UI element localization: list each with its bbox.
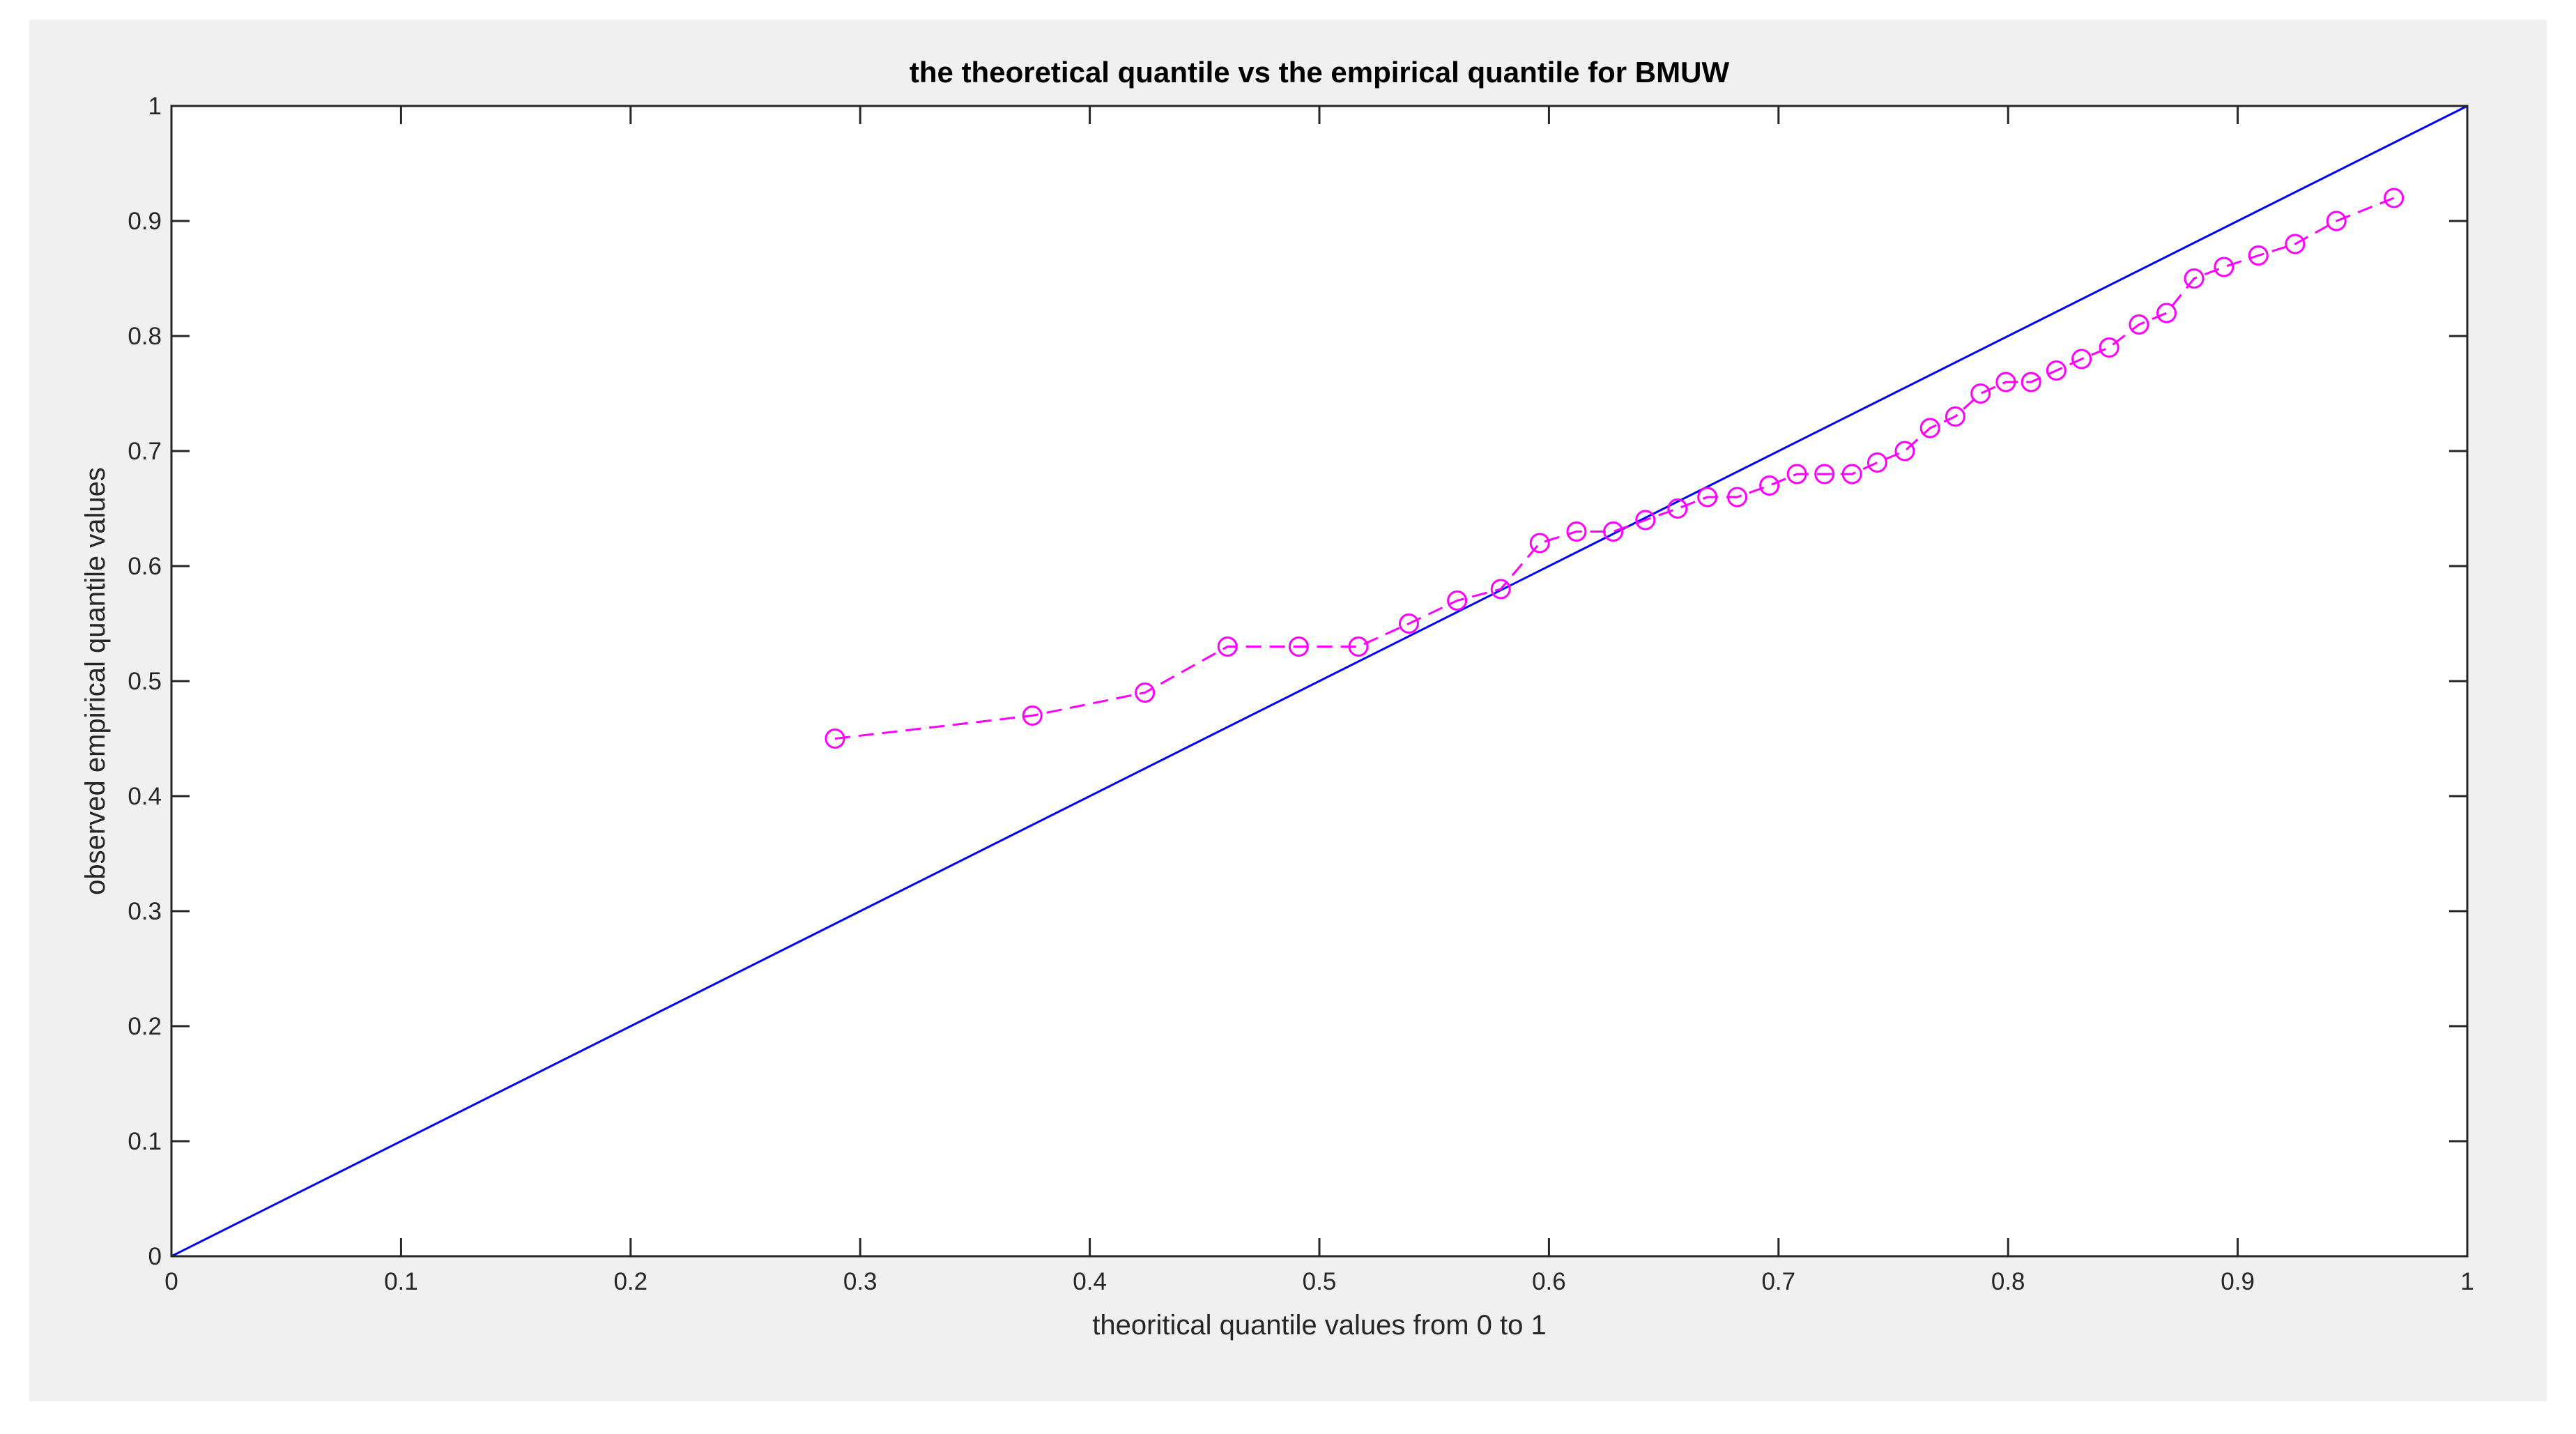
y-tick-label: 0.6 xyxy=(128,553,162,580)
quantile-point xyxy=(825,729,845,749)
x-tick-label: 1 xyxy=(2460,1268,2474,1295)
quantile-point xyxy=(1759,475,1780,496)
reference-line xyxy=(171,105,2468,1258)
quantile-point xyxy=(2184,268,2205,289)
quantile-point xyxy=(1348,636,1369,657)
quantile-point xyxy=(1697,487,1718,508)
ticks-layer: 0 0.1 0.2 0.3 0.4 0.5 0.6 0.7 0.8 0.9 1 0 0.1 0.2 0.3 0… xyxy=(128,93,2474,1295)
quantile-point xyxy=(1866,452,1887,473)
y-tick-label: 0.2 xyxy=(128,1013,162,1040)
quantile-point xyxy=(1945,406,1965,427)
quantile-point xyxy=(1814,464,1835,485)
x-tick-label: 0.9 xyxy=(2221,1268,2255,1295)
quantile-point xyxy=(1995,372,2016,392)
quantile-point xyxy=(1566,521,1587,542)
quantile-point xyxy=(1217,636,1238,657)
y-axis-label: observed empirical quantile values xyxy=(80,467,111,895)
quantile-point xyxy=(1288,636,1309,657)
quantile-point xyxy=(1022,705,1043,726)
quantile-point xyxy=(2214,257,2234,277)
y-tick-label: 1 xyxy=(148,93,162,120)
y-tick-label: 0.5 xyxy=(128,668,162,695)
quantile-point xyxy=(1135,682,1156,703)
y-tick-label: 0.3 xyxy=(128,898,162,925)
quantile-point xyxy=(2384,188,2405,208)
x-tick-label: 0.7 xyxy=(1761,1268,1795,1295)
x-tick-label: 0.2 xyxy=(613,1268,647,1295)
quantile-point xyxy=(2021,372,2041,392)
quantile-point xyxy=(1894,441,1915,462)
quantile-point xyxy=(1667,498,1688,519)
quantile-point xyxy=(2156,303,2177,323)
quantile-point xyxy=(2099,337,2119,358)
y-tick-label: 0.7 xyxy=(128,438,162,465)
y-tick-label: 0.9 xyxy=(128,208,162,235)
quantile-point xyxy=(1919,418,1940,438)
x-tick-label: 0.5 xyxy=(1303,1268,1337,1295)
x-tick-label: 0.4 xyxy=(1073,1268,1107,1295)
quantile-point xyxy=(1970,383,1991,404)
quantile-point xyxy=(1490,579,1511,600)
x-tick-label: 0.1 xyxy=(384,1268,418,1295)
quantile-point xyxy=(2326,211,2347,231)
x-axis-label: theoritical quantile values from 0 to 1 xyxy=(1092,1310,1546,1341)
quantile-point xyxy=(1841,464,1862,485)
axes-box xyxy=(170,105,2469,1258)
quantile-point xyxy=(1603,521,1624,542)
y-tick-label: 0 xyxy=(148,1243,162,1270)
quantile-point xyxy=(1635,510,1656,531)
y-tick-label: 0.4 xyxy=(128,783,162,810)
quantile-point xyxy=(1398,613,1419,634)
x-tick-label: 0.6 xyxy=(1532,1268,1566,1295)
quantile-point xyxy=(2046,360,2067,381)
quantile-point xyxy=(2285,234,2306,254)
quantile-point xyxy=(2071,349,2092,369)
x-tick-label: 0.3 xyxy=(843,1268,877,1295)
quantile-point xyxy=(2248,245,2269,266)
quantile-point xyxy=(1727,487,1748,508)
quantile-point xyxy=(1529,533,1550,554)
y-tick-label: 0.1 xyxy=(128,1128,162,1155)
y-tick-label: 0.8 xyxy=(128,323,162,350)
chart-title: the theoretical quantile vs the empirica… xyxy=(910,56,1730,89)
quantile-point xyxy=(2129,314,2149,335)
quantile-point xyxy=(1447,590,1468,611)
series-layer xyxy=(171,105,2468,1258)
x-tick-label: 0 xyxy=(164,1268,178,1295)
x-tick-label: 0.8 xyxy=(1991,1268,2025,1295)
quantile-point xyxy=(1786,464,1807,485)
